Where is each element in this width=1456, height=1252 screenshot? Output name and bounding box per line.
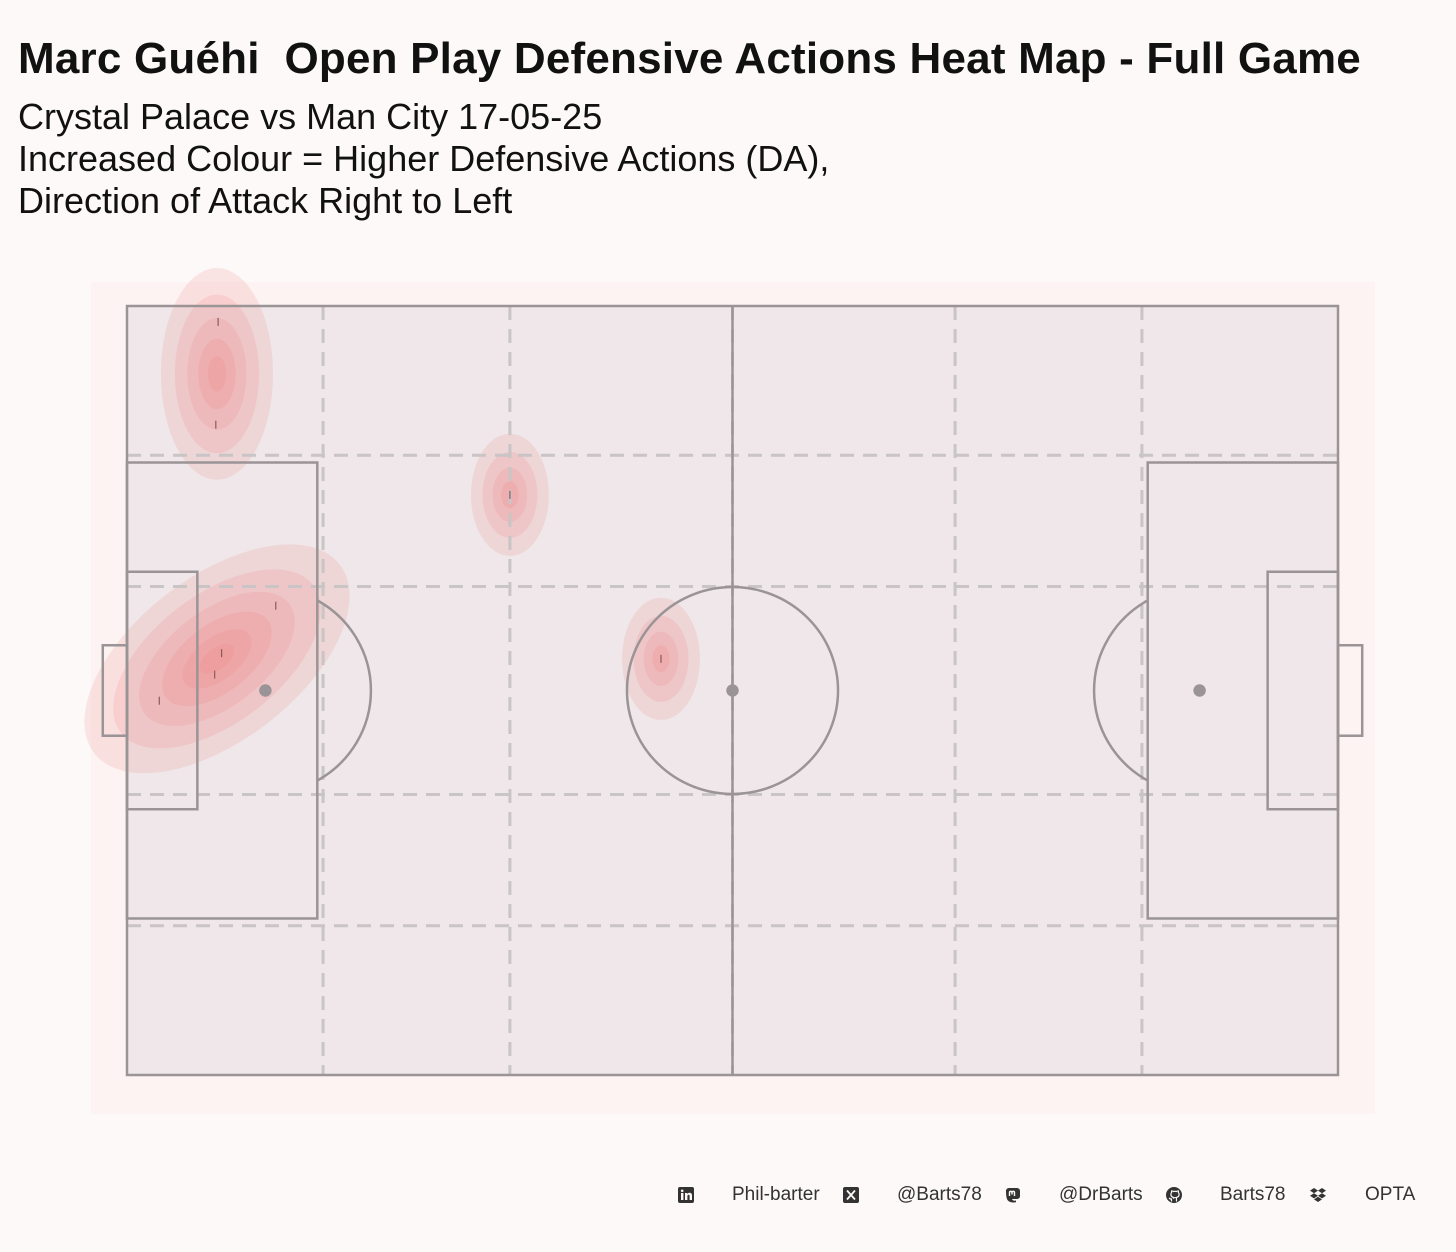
github-icon	[1166, 1187, 1182, 1203]
heat-layer	[84, 268, 700, 774]
footer-credits: Phil-barter @Barts78 @DrBarts Barts78 OP…	[660, 1180, 1430, 1212]
centre-circle	[625, 585, 840, 796]
heat-contour-2-1	[113, 569, 321, 749]
subtitle-legend-note: Increased Colour = Higher Defensive Acti…	[18, 138, 830, 179]
mastodon-handle[interactable]: @DrBarts	[1059, 1184, 1143, 1205]
event-markers	[158, 317, 662, 705]
mastodon-icon	[1006, 1188, 1020, 1203]
left-penalty-spot	[259, 684, 272, 697]
heat-contour-0-0	[160, 268, 273, 480]
linkedin-handle[interactable]: Phil-barter	[732, 1184, 820, 1205]
left-goal	[101, 644, 129, 737]
github-handle[interactable]: Barts78	[1220, 1184, 1286, 1205]
heat-contour-0-3	[198, 338, 236, 410]
chart-subtitle: Crystal Palace vs Man City 17-05-25 Incr…	[18, 96, 829, 222]
subtitle-attack-direction: Direction of Attack Right to Left	[18, 180, 513, 221]
heat-contour-0-2	[187, 318, 247, 430]
right-penalty-arc	[1092, 599, 1149, 782]
heat-contour-2-5	[199, 643, 235, 674]
centre-spot	[726, 684, 739, 697]
right-goal	[1336, 644, 1364, 737]
heat-contour-2-2	[139, 591, 295, 726]
subtitle-match: Crystal Palace vs Man City 17-05-25	[18, 96, 603, 137]
x-handle[interactable]: @Barts78	[897, 1184, 982, 1205]
data-source: OPTA	[1365, 1184, 1416, 1205]
dropbox-icon	[1310, 1188, 1326, 1202]
pitch-markings	[101, 304, 1364, 1077]
chart-title: Marc Guéhi Open Play Defensive Actions H…	[18, 34, 1361, 83]
heat-contour-0-4	[207, 356, 227, 392]
heat-contour-2-4	[182, 629, 252, 689]
heat-contour-2-0	[84, 544, 350, 774]
heat-contour-0-1	[174, 294, 259, 454]
left-penalty-arc	[316, 599, 373, 782]
linkedin-icon	[678, 1187, 694, 1203]
heat-contour-2-3	[162, 611, 272, 707]
x-icon	[843, 1187, 859, 1203]
right-penalty-spot	[1193, 684, 1206, 697]
